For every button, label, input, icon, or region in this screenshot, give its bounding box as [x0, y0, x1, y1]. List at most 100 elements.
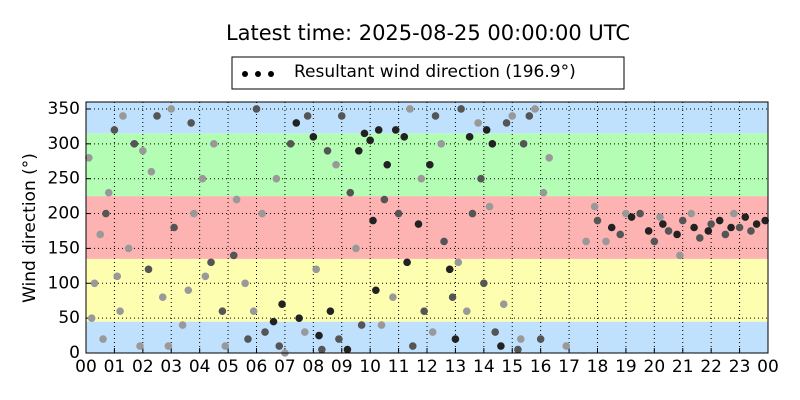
legend-marker	[255, 71, 261, 77]
point	[119, 112, 127, 120]
point	[616, 230, 625, 239]
point	[102, 209, 110, 218]
point	[761, 216, 769, 225]
point	[590, 202, 599, 211]
point	[167, 105, 176, 113]
legend-label: Resultant wind direction (196.9°)	[294, 62, 576, 82]
point	[153, 112, 161, 120]
point	[431, 112, 440, 120]
point	[136, 342, 144, 350]
point	[448, 293, 457, 302]
point	[707, 220, 715, 228]
x-tick-label: 02	[132, 357, 154, 377]
point	[275, 342, 284, 350]
y-tick-label: 150	[48, 238, 80, 258]
point	[696, 234, 704, 242]
point	[465, 133, 474, 141]
point	[406, 105, 414, 113]
x-tick-label: 15	[501, 357, 523, 377]
point	[391, 126, 400, 134]
legend-marker	[242, 71, 248, 77]
y-tick-label: 100	[48, 273, 80, 293]
y-tick-label: 300	[48, 134, 80, 154]
point	[562, 342, 571, 350]
point	[704, 227, 713, 235]
point	[335, 335, 343, 343]
point	[491, 328, 500, 336]
point	[383, 160, 392, 169]
x-tick-label: 21	[672, 357, 694, 377]
point	[147, 167, 156, 176]
point	[355, 147, 363, 155]
point	[346, 188, 355, 197]
point	[229, 251, 238, 260]
point	[659, 220, 667, 228]
point	[536, 335, 545, 343]
point	[687, 209, 696, 218]
point	[499, 300, 508, 308]
point	[241, 279, 249, 288]
point	[741, 213, 750, 221]
point	[144, 265, 153, 274]
point	[622, 209, 630, 218]
point	[124, 244, 133, 253]
point	[656, 213, 664, 221]
point	[488, 140, 497, 148]
y-tick-label: 0	[69, 343, 80, 363]
point	[352, 244, 360, 253]
point	[445, 265, 454, 274]
point	[315, 331, 323, 340]
legend-marker	[268, 71, 274, 77]
x-tick-label: 10	[359, 357, 381, 377]
point	[374, 126, 383, 134]
point	[502, 119, 511, 127]
point	[113, 272, 122, 281]
chart-title: Latest time: 2025-08-25 00:00:00 UTC	[226, 21, 630, 45]
point	[400, 133, 409, 141]
point	[286, 140, 295, 148]
point	[752, 220, 761, 228]
point	[292, 119, 301, 127]
plot-frame	[85, 101, 769, 354]
x-tick-label: 17	[558, 357, 580, 377]
point	[485, 202, 494, 211]
point	[468, 209, 477, 218]
point	[110, 126, 119, 134]
point	[269, 317, 278, 326]
point	[380, 195, 389, 204]
point	[309, 133, 318, 141]
point	[323, 147, 332, 155]
point	[690, 223, 698, 232]
point	[295, 314, 303, 322]
x-tick-label: 19	[615, 357, 637, 377]
point	[104, 188, 113, 197]
point	[116, 307, 124, 315]
x-tick-label: 23	[729, 357, 751, 377]
x-tick-label: 04	[189, 357, 211, 377]
point	[312, 265, 320, 274]
point	[158, 293, 167, 302]
point	[644, 227, 653, 235]
point	[130, 140, 139, 148]
point	[676, 251, 684, 260]
point	[497, 342, 505, 350]
point	[650, 237, 659, 246]
point	[664, 227, 673, 235]
x-tick-label: 09	[331, 357, 353, 377]
point	[730, 209, 738, 218]
point	[545, 153, 553, 162]
point	[457, 105, 465, 113]
x-tick-label: 01	[104, 357, 126, 377]
point	[508, 112, 517, 120]
x-tick-label: 14	[473, 357, 495, 377]
point	[232, 195, 241, 204]
point	[462, 307, 471, 315]
point	[593, 216, 602, 225]
point	[451, 335, 460, 343]
point	[249, 307, 258, 315]
point	[357, 321, 366, 329]
x-tick-label: 05	[217, 357, 239, 377]
point	[221, 342, 230, 350]
point	[318, 345, 326, 354]
point	[369, 216, 377, 225]
